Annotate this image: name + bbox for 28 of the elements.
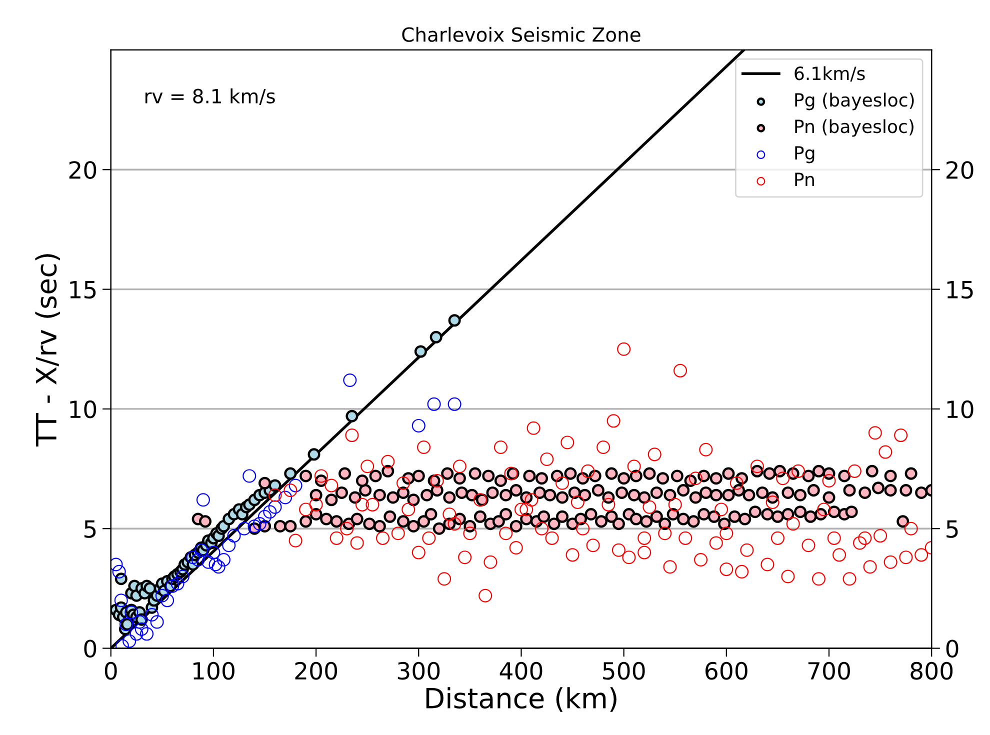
- x-tick-label: 800: [910, 662, 953, 680]
- chart-title: Charlevoix Seismic Zone: [402, 26, 640, 42]
- legend-label: Pn (bayesloc): [795, 119, 914, 137]
- y-tick-label: 0: [84, 640, 96, 658]
- legend-label: Pg (bayesloc): [795, 92, 914, 110]
- x-tick-label: 300: [398, 662, 440, 680]
- y2-tick-label: 5: [946, 520, 958, 538]
- y-tick-label: 15: [70, 281, 96, 299]
- y-tick-label: 5: [84, 520, 96, 538]
- y2-tick-label: 10: [947, 400, 974, 418]
- x-tick-label: 500: [603, 662, 645, 680]
- x-tick-label: 200: [295, 662, 338, 680]
- x-tick-label: 0: [104, 662, 117, 680]
- y-tick-label: 20: [69, 161, 96, 179]
- y2-tick-label: 15: [947, 281, 973, 299]
- y2-tick-label: 0: [946, 640, 958, 658]
- legend-label: Pg: [795, 146, 814, 164]
- x-tick-label: 600: [706, 662, 748, 680]
- y-tick-label: 10: [70, 400, 96, 418]
- x-tick-label: 100: [194, 662, 234, 680]
- x-tick-label: 400: [500, 662, 542, 680]
- x-tick-label: 700: [808, 662, 850, 680]
- annotation: rv = 8.1 km/s: [145, 88, 275, 106]
- legend-label: 6.1km/s: [794, 66, 865, 82]
- y2-tick-label: 20: [946, 161, 974, 179]
- x-axis-title: Distance (km): [426, 687, 616, 712]
- legend-label: Pn: [795, 172, 814, 186]
- y-axis-title: TT - X/rv (sec): [35, 254, 60, 447]
